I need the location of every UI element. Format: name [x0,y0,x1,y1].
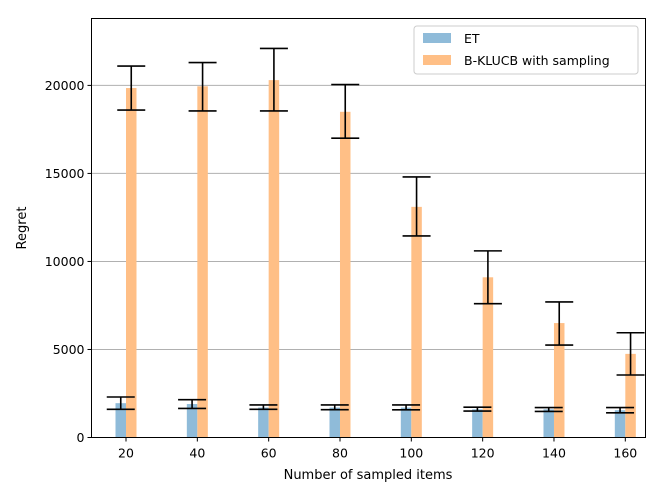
bars [115,80,636,438]
x-tick-label: 80 [332,446,348,461]
bar-et-40 [186,404,198,438]
x-tick-label: 120 [471,446,495,461]
bar-et-20 [115,403,126,438]
bar-et-80 [329,407,340,438]
y-tick-label: 5000 [53,342,85,357]
bar-et-140 [543,409,554,438]
y-tick-label: 0 [77,430,85,445]
bar-bklucb-100 [411,206,422,438]
y-axis-label: Regret [15,207,30,250]
legend-swatch-et [423,33,451,43]
x-tick-label: 20 [118,446,134,461]
x-tick-label: 100 [399,446,423,461]
y-axis: 0 5000 10000 15000 20000 [45,78,92,445]
bar-et-60 [258,407,269,438]
x-tick-label: 60 [261,446,277,461]
bar-bklucb-140 [553,323,565,438]
x-tick-label: 160 [613,446,637,461]
y-tick-label: 20000 [45,78,85,93]
legend: ET B-KLUCB with sampling [413,25,639,75]
bar-et-100 [400,407,412,438]
legend-label-et: ET [464,31,480,46]
x-tick-label: 140 [542,446,566,461]
bar-bklucb-120 [482,277,494,438]
bar-bklucb-160 [625,353,636,438]
bar-et-160 [614,410,626,438]
x-tick-label: 40 [189,446,205,461]
y-tick-label: 10000 [45,254,85,269]
y-tick-label: 15000 [45,166,85,181]
bar-bklucb-40 [197,86,208,438]
plot-frame [91,18,646,438]
legend-frame [413,25,639,75]
bar-bklucb-20 [126,88,137,438]
x-axis: 20 40 60 80 100 120 140 160 [118,437,637,461]
legend-swatch-bklucb [423,55,451,65]
error-bars [106,47,645,414]
bar-bklucb-60 [268,80,280,438]
gridlines [91,84,646,350]
bar-bklucb-80 [339,111,351,438]
bar-et-120 [472,409,483,438]
legend-label-bklucb: B-KLUCB with sampling [464,53,610,68]
x-axis-label: Number of sampled items [284,468,453,483]
